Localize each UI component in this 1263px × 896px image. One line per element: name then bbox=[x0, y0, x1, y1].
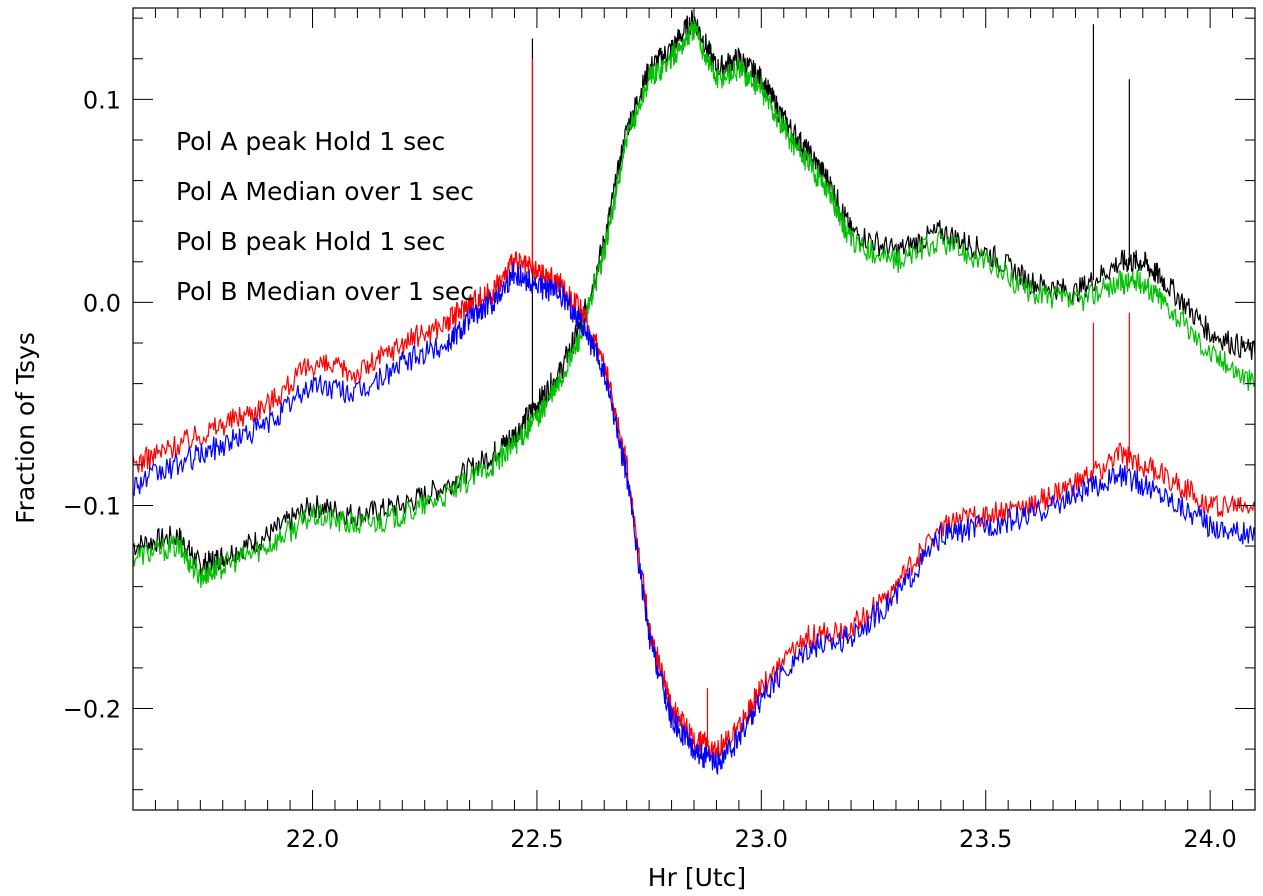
series-line-0 bbox=[132, 10, 1256, 578]
x-tick-label: 24.0 bbox=[1183, 825, 1236, 853]
x-tick-label: 22.5 bbox=[510, 825, 563, 853]
y-tick-label: 0.1 bbox=[83, 86, 121, 114]
x-tick-label: 23.0 bbox=[735, 825, 788, 853]
x-axis-label: Hr [Utc] bbox=[648, 863, 746, 892]
x-tick-label: 23.5 bbox=[959, 825, 1012, 853]
axes-layer: 22.0 22.5 23.0 23.5 24.0 −0.2 −0.1 0.0 0.1 bbox=[63, 7, 1256, 853]
y-tick-label: 0.0 bbox=[83, 289, 121, 317]
series-line-3 bbox=[132, 261, 1256, 776]
y-tick-label: −0.1 bbox=[63, 492, 121, 520]
series-line-1 bbox=[132, 20, 1256, 589]
x-tick-label: 22.0 bbox=[286, 825, 339, 853]
legend-entry-pol-b-median: Pol B Median over 1 sec bbox=[176, 277, 474, 306]
legend: Pol A peak Hold 1 sec Pol A Median over … bbox=[176, 127, 474, 306]
legend-entry-pol-b-peak: Pol B peak Hold 1 sec bbox=[176, 227, 445, 256]
legend-entry-pol-a-peak: Pol A peak Hold 1 sec bbox=[176, 127, 445, 156]
y-tick-label: −0.2 bbox=[63, 695, 121, 723]
series-layer bbox=[132, 10, 1256, 776]
legend-entry-pol-a-median: Pol A Median over 1 sec bbox=[176, 177, 474, 206]
y-axis-label: Fraction of Tsys bbox=[11, 332, 40, 524]
